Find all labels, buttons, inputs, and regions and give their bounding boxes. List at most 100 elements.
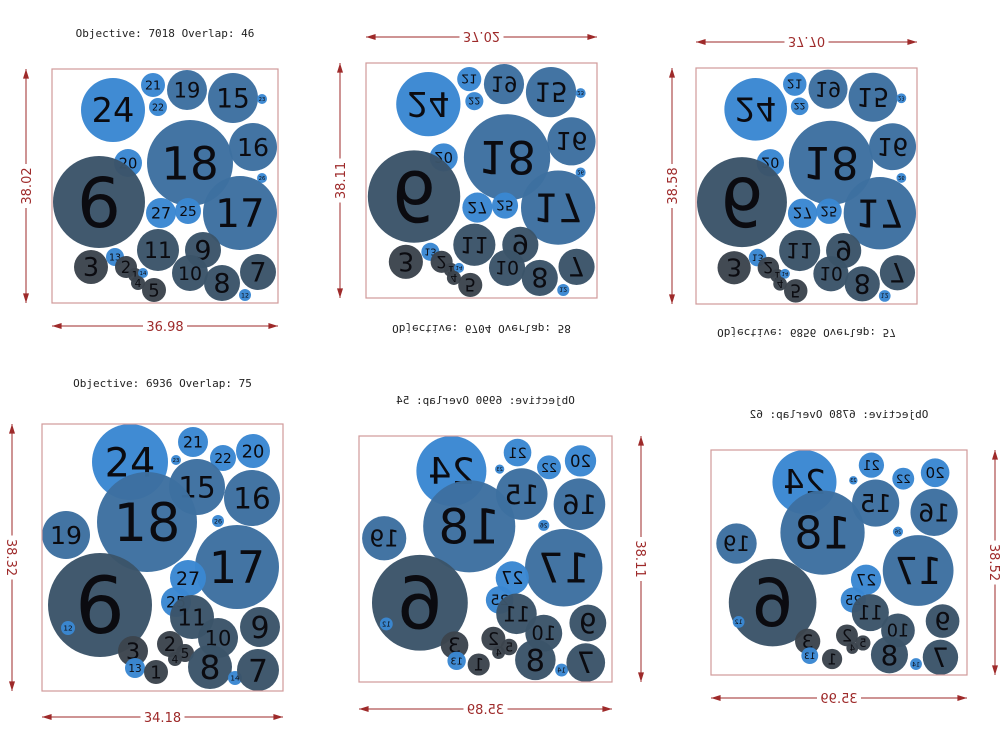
circle-19 xyxy=(483,64,525,105)
circle-label: 5 xyxy=(148,280,159,301)
circle-label: 4 xyxy=(172,654,179,666)
circle-label: 16 xyxy=(918,498,950,527)
circle-6 xyxy=(53,156,145,248)
container-box xyxy=(365,62,598,299)
circle-11 xyxy=(779,230,821,272)
circle-17 xyxy=(195,525,279,609)
circle-label: 16 xyxy=(237,133,269,162)
score-header: Objective: 6780 Overlap: 62 xyxy=(750,408,929,421)
circle-label: 21 xyxy=(461,72,477,87)
circle-25 xyxy=(491,192,519,219)
circle-20 xyxy=(920,458,950,488)
circle-label: 12 xyxy=(559,286,567,293)
arrowhead-icon xyxy=(337,288,343,298)
circle-13 xyxy=(801,647,819,665)
spacer xyxy=(816,326,823,339)
circle-label: 18 xyxy=(438,500,500,556)
circle-26 xyxy=(257,173,267,183)
circle-11 xyxy=(496,593,537,635)
circle-label: 1 xyxy=(473,655,484,674)
circle-22 xyxy=(465,92,484,111)
overlap-label: Overlap: xyxy=(182,27,235,40)
arrowhead-icon xyxy=(992,450,998,460)
circle-label: 27 xyxy=(151,204,171,223)
circle-label: 6 xyxy=(392,155,436,235)
arrowhead-icon xyxy=(337,63,343,73)
circle-8 xyxy=(188,645,232,689)
circle-19 xyxy=(362,516,407,561)
spacer xyxy=(551,322,558,335)
arrowhead-icon xyxy=(268,323,278,329)
circle-23 xyxy=(171,455,181,465)
width-label: 35.99 xyxy=(820,692,857,707)
circle-19 xyxy=(716,523,757,564)
circle-18 xyxy=(463,114,551,201)
packing-panel: 2421232220151816192617612272511109313245… xyxy=(3,377,284,726)
circle-label: 1 xyxy=(132,270,139,282)
arrowhead-icon xyxy=(992,665,998,675)
width-dimension: 35.99 xyxy=(711,690,967,707)
circle-label: 13 xyxy=(804,652,815,662)
circle-21 xyxy=(141,73,165,97)
circle-24 xyxy=(724,78,787,141)
width-label: 37.70 xyxy=(788,33,825,48)
objective-label: Objective: xyxy=(717,326,783,339)
circle-16 xyxy=(547,117,596,166)
circle-label: 23 xyxy=(898,94,905,100)
circle-18 xyxy=(147,120,233,206)
circle-label: 2 xyxy=(488,629,499,650)
container-box xyxy=(358,435,613,683)
circle-label: 17 xyxy=(209,543,265,594)
circle-label: 8 xyxy=(531,261,548,292)
circle-label: 5 xyxy=(859,636,866,650)
circle-label: 1 xyxy=(447,263,454,275)
score-header: Objective: 7018 Overlap: 46 xyxy=(76,27,255,40)
circle-label: 24 xyxy=(407,84,450,123)
circle-label: 26 xyxy=(540,523,548,529)
circle-label: 18 xyxy=(794,509,850,560)
circle-label: 12 xyxy=(63,624,72,633)
circle-4 xyxy=(131,276,145,290)
circle-label: 26 xyxy=(894,530,901,536)
spacer xyxy=(783,326,790,339)
circle-17 xyxy=(525,529,603,607)
circle-label: 3 xyxy=(398,246,414,276)
circle-label: 22 xyxy=(214,451,231,467)
circle-label: 6 xyxy=(397,562,443,646)
circle-label: 4 xyxy=(496,648,502,659)
circle-15 xyxy=(525,67,577,118)
circle-12 xyxy=(878,290,891,302)
width-dimension: 36.98 xyxy=(52,318,278,335)
arrowhead-icon xyxy=(669,294,675,304)
circle-17 xyxy=(203,176,277,250)
circle-23 xyxy=(849,476,858,485)
circle-label: 19 xyxy=(174,79,201,103)
circle-label: 10 xyxy=(819,262,843,283)
circle-3 xyxy=(440,631,469,659)
circle-7 xyxy=(240,254,276,290)
circle-14 xyxy=(138,268,148,278)
circle-16 xyxy=(869,123,917,171)
arrowhead-icon xyxy=(52,323,62,329)
circle-3 xyxy=(74,250,108,284)
circle-label: 26 xyxy=(214,518,222,525)
circle-label: 20 xyxy=(570,452,591,471)
circle-label: 23 xyxy=(850,478,856,484)
circle-26 xyxy=(575,167,586,178)
overlap-value: 54 xyxy=(396,394,410,407)
circle-label: 25 xyxy=(179,204,196,220)
circle-label: 23 xyxy=(496,467,502,473)
circle-label: 5 xyxy=(181,646,190,662)
score-header: Objective: 6856 Overlap: 57 xyxy=(717,326,896,339)
circle-label: 22 xyxy=(541,460,557,475)
circle-label: 27 xyxy=(176,568,200,590)
circle-18 xyxy=(423,480,516,573)
circle-label: 9 xyxy=(512,228,529,259)
circle-label: 18 xyxy=(478,130,536,183)
circle-label: 1 xyxy=(774,269,781,281)
circle-4 xyxy=(773,276,787,291)
